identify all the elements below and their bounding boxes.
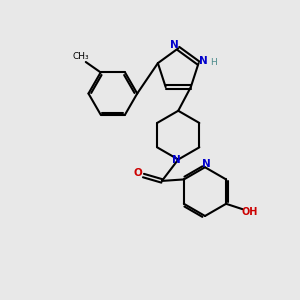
Text: N: N (170, 40, 179, 50)
Text: CH₃: CH₃ (72, 52, 89, 61)
Text: N: N (202, 159, 211, 169)
Text: H: H (210, 58, 217, 67)
Text: OH: OH (242, 206, 258, 217)
Text: N: N (172, 154, 181, 164)
Text: N: N (199, 56, 207, 66)
Text: O: O (134, 168, 142, 178)
